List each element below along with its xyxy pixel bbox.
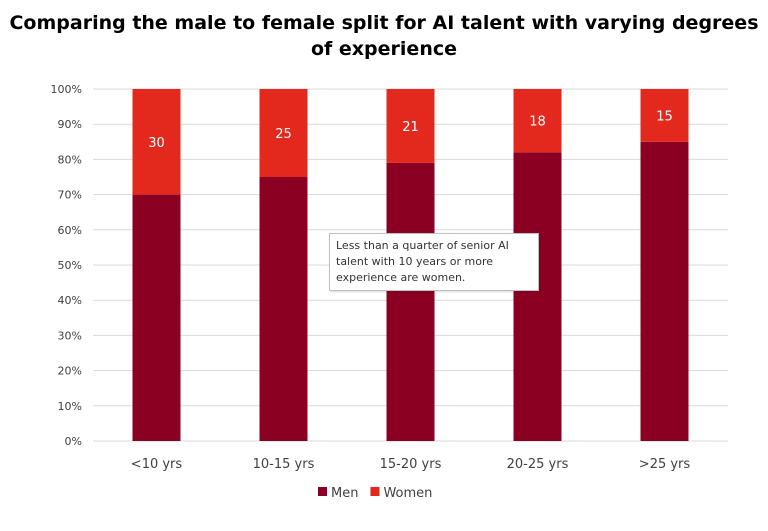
bar-men [513,152,562,442]
data-label: 18 [529,115,546,130]
legend-swatch-men [318,487,327,496]
data-label: 21 [402,120,419,135]
legend-swatch-women [370,487,380,496]
x-tick-label: 15-20 yrs [380,457,442,472]
x-tick-label: 10-15 yrs [253,457,315,472]
bar-men [386,162,435,442]
bar-men [640,141,689,442]
y-tick-label: 80% [58,153,82,166]
bar-women [386,89,435,163]
data-label: 25 [275,127,292,142]
y-tick-label: 90% [58,118,82,131]
x-tick-label: <10 yrs [131,457,183,472]
bar-women [513,89,562,153]
chart-title: Comparing the male to female split for A… [9,12,759,60]
bar-women [640,89,689,142]
y-tick-label: 10% [58,400,82,413]
y-tick-label: 40% [58,294,82,307]
bar-men [132,194,181,441]
y-tick-label: 60% [58,224,82,237]
legend-label-women: Women [383,486,432,501]
data-label: 30 [148,136,165,151]
y-tick-label: 20% [58,365,82,378]
y-tick-label: 50% [58,259,82,272]
legend-label-men: Men [331,486,358,501]
data-label: 15 [656,109,673,124]
bar-women [132,89,181,195]
y-tick-label: 30% [58,329,82,342]
x-tick-label: >25 yrs [639,457,691,472]
y-tick-label: 70% [58,189,82,202]
y-tick-label: 100% [51,83,82,96]
y-tick-label: 0% [65,435,82,448]
bar-men [259,177,308,441]
annotation-box: Less than a quarter of senior AI talent … [329,233,539,291]
bar-women [259,89,308,177]
x-tick-label: 20-25 yrs [507,457,569,472]
